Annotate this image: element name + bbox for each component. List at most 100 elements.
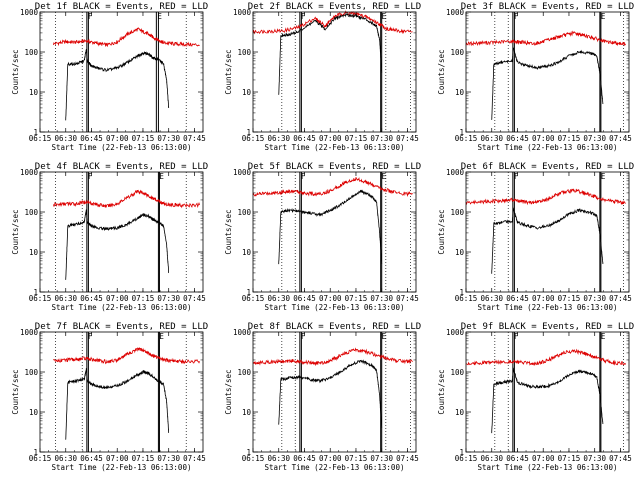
y-tick-label: 1000 [20, 8, 39, 17]
marker-label: F [301, 172, 306, 181]
events-series-line [278, 189, 383, 265]
x-tick-label: 06:30 [267, 454, 290, 463]
chart-title: Det 6f BLACK = Events, RED = LLD [461, 162, 634, 172]
x-tick-label: 07:45 [396, 454, 419, 463]
x-tick-label: 06:30 [480, 134, 503, 143]
lld-series-line [465, 30, 626, 47]
x-tick-label: 06:45 [506, 294, 529, 303]
y-tick-label: 1000 [20, 328, 39, 337]
plot-frame [465, 11, 630, 133]
x-tick-label: 07:45 [183, 134, 206, 143]
y-tick-label: 1000 [233, 168, 252, 177]
events-series-line [491, 207, 604, 274]
marker-label: E [601, 12, 606, 21]
y-tick-label: 1 [246, 128, 251, 137]
chart-title: Det 7f BLACK = Events, RED = LLD [35, 322, 208, 332]
x-tick-label: 07:15 [558, 134, 581, 143]
plot-frame [39, 331, 204, 453]
x-axis-label: Start Time (22-Feb-13 06:13:00) [52, 463, 192, 472]
y-tick-label: 100 [237, 48, 251, 57]
x-axis-label: Start Time (22-Feb-13 06:13:00) [52, 143, 192, 152]
y-tick-label: 1000 [20, 168, 39, 177]
plot-frame [252, 331, 417, 453]
lld-series-line [53, 27, 200, 47]
y-tick-label: 1 [246, 288, 251, 297]
y-tick-label: 1 [459, 448, 464, 457]
x-tick-label: 07:15 [132, 454, 155, 463]
x-tick-label: 06:15 [242, 294, 265, 303]
x-tick-label: 07:00 [106, 134, 129, 143]
y-tick-label: 1000 [446, 8, 465, 17]
events-series-line [65, 48, 170, 121]
marker-label: E [601, 332, 606, 341]
x-tick-label: 07:00 [319, 454, 342, 463]
x-tick-label: 06:30 [54, 294, 77, 303]
marker-label: E [601, 172, 606, 181]
y-axis-label: Counts/sec [224, 209, 233, 254]
chart-title: Det 3f BLACK = Events, RED = LLD [461, 2, 634, 12]
x-tick-label: 07:30 [370, 294, 393, 303]
marker-label: F [514, 332, 519, 341]
y-axis-label: Counts/sec [437, 209, 446, 254]
x-tick-label: 07:45 [183, 294, 206, 303]
chart-title: Det 2f BLACK = Events, RED = LLD [248, 2, 421, 12]
marker-label: F [88, 172, 93, 181]
plot-frame [39, 11, 204, 133]
x-tick-label: 07:30 [583, 294, 606, 303]
x-tick-label: 06:15 [242, 134, 265, 143]
chart-title: Det 5f BLACK = Events, RED = LLD [248, 162, 421, 172]
plot-frame [465, 171, 630, 293]
y-axis-label: Counts/sec [224, 49, 233, 94]
lld-series-line [252, 347, 413, 367]
x-tick-label: 07:00 [106, 454, 129, 463]
marker-label: E [382, 172, 387, 181]
x-tick-label: 06:15 [242, 454, 265, 463]
marker-label: F [514, 12, 519, 21]
y-tick-label: 10 [29, 408, 39, 417]
y-tick-label: 10 [455, 88, 465, 97]
y-tick-label: 1000 [233, 328, 252, 337]
x-tick-label: 06:45 [293, 134, 316, 143]
x-tick-label: 07:45 [609, 134, 632, 143]
y-tick-label: 1000 [446, 328, 465, 337]
x-axis-label: Start Time (22-Feb-13 06:13:00) [478, 463, 618, 472]
x-tick-label: 06:45 [293, 294, 316, 303]
y-tick-label: 10 [242, 248, 252, 257]
lld-series-line [252, 177, 413, 197]
y-axis-label: Counts/sec [11, 209, 20, 254]
y-tick-label: 10 [242, 408, 252, 417]
y-tick-label: 10 [29, 248, 39, 257]
x-tick-label: 06:45 [80, 454, 103, 463]
marker-label: F [301, 332, 306, 341]
x-tick-label: 07:45 [396, 134, 419, 143]
y-tick-label: 1000 [233, 8, 252, 17]
x-axis-label: Start Time (22-Feb-13 06:13:00) [52, 303, 192, 312]
x-tick-label: 07:00 [532, 294, 555, 303]
x-tick-label: 07:00 [532, 134, 555, 143]
y-axis-label: Counts/sec [224, 369, 233, 414]
x-tick-label: 06:15 [29, 454, 52, 463]
y-tick-label: 1 [33, 448, 38, 457]
x-tick-label: 07:30 [583, 454, 606, 463]
x-tick-label: 07:45 [183, 454, 206, 463]
x-axis-label: Start Time (22-Feb-13 06:13:00) [478, 143, 618, 152]
x-axis-label: Start Time (22-Feb-13 06:13:00) [265, 303, 405, 312]
x-tick-label: 06:30 [267, 294, 290, 303]
x-tick-label: 07:15 [132, 134, 155, 143]
events-series-line [491, 47, 604, 120]
x-tick-label: 06:45 [293, 454, 316, 463]
x-tick-label: 07:30 [157, 454, 180, 463]
marker-label: E [382, 332, 387, 341]
y-tick-label: 100 [450, 368, 464, 377]
y-tick-label: 1 [33, 288, 38, 297]
x-tick-label: 07:15 [345, 134, 368, 143]
plot-frame [252, 11, 417, 133]
y-axis-label: Counts/sec [11, 369, 20, 414]
x-tick-label: 07:00 [319, 134, 342, 143]
